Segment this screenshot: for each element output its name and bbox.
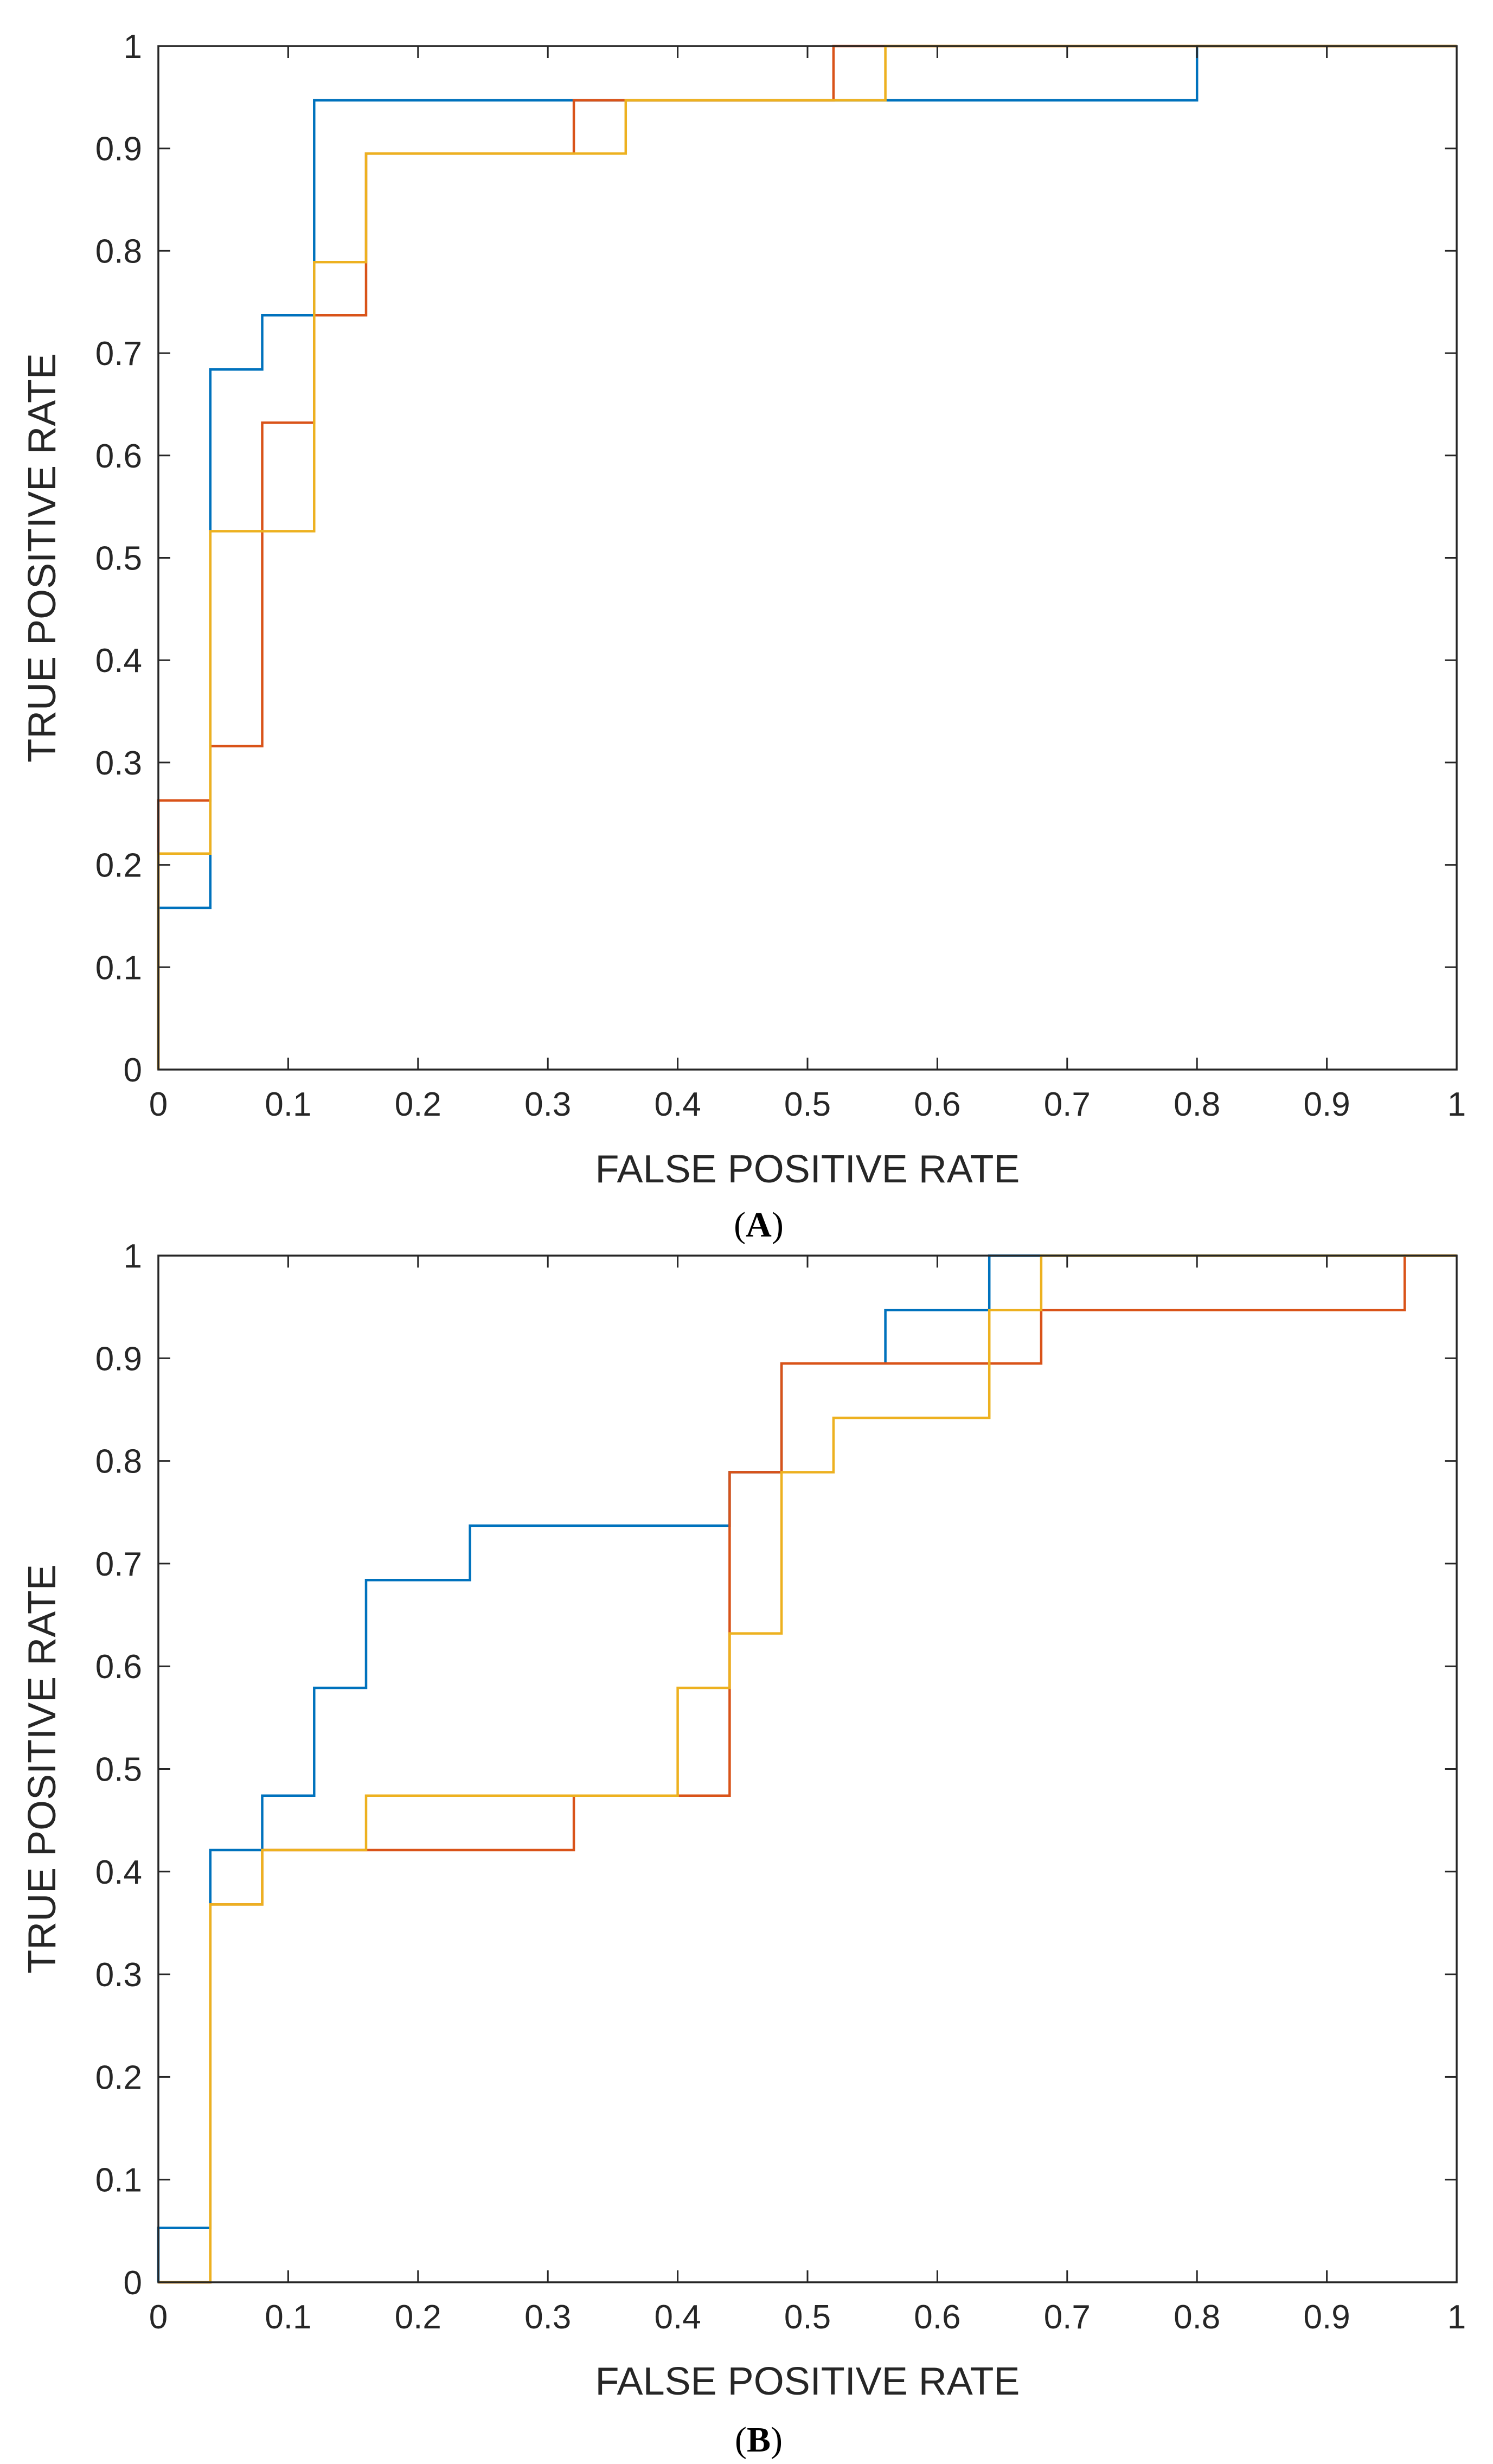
- x-tick-label: 0.4: [654, 2299, 701, 2336]
- x-tick-label: 0.2: [395, 1086, 441, 1123]
- x-tick-label: 0: [149, 1086, 168, 1123]
- x-tick-label: 0.7: [1044, 1086, 1091, 1123]
- y-tick-label: 1: [124, 1238, 142, 1275]
- y-tick-label: 0.6: [95, 1648, 142, 1686]
- x-tick-label: 0.7: [1044, 2299, 1091, 2336]
- x-tick-label: 0.8: [1174, 1086, 1220, 1123]
- x-tick-label: 0.1: [265, 2299, 311, 2336]
- x-tick-label: 0.6: [914, 2299, 960, 2336]
- y-tick-label: 0.7: [95, 1546, 142, 1583]
- y-tick-label: 0: [124, 2264, 142, 2302]
- y-tick-label: 0.8: [95, 1443, 142, 1481]
- y-tick-label: 0.2: [95, 2059, 142, 2096]
- x-tick-label: 0.2: [395, 2299, 441, 2336]
- roc-chart-panel-a: 0 0.1 0.2 0.3 0.4 0.5 0.6 0.7 0.8 0.9 1 0 0.1 0.2 0.3 0…: [21, 28, 1466, 1245]
- roc-curve-3: [157, 44, 1457, 1070]
- y-tick-label: 0.5: [95, 1751, 142, 1789]
- y-tick-label: 0.6: [95, 438, 142, 475]
- y-tick-label: 0.1: [95, 949, 142, 987]
- y-tick-label: 0.4: [95, 1854, 142, 1891]
- roc-curve-1: [157, 44, 1457, 1070]
- y-tick-label: 0.4: [95, 642, 142, 680]
- x-tick-label: 0.4: [654, 1086, 701, 1123]
- y-tick-label: 0.8: [95, 233, 142, 270]
- x-axis-label: FALSE POSITIVE RATE: [595, 1148, 1020, 1191]
- x-tick-label: 0.5: [784, 1086, 831, 1123]
- x-tick-label: 0.3: [524, 1086, 571, 1123]
- y-axis-label: TRUE POSITIVE RATE: [21, 1564, 64, 1974]
- y-tick-label: 0.7: [95, 335, 142, 373]
- x-tick-label: 0.1: [265, 1086, 311, 1123]
- y-tick-label: 0.3: [95, 745, 142, 782]
- y-tick-label: 0.9: [95, 1340, 142, 1378]
- y-tick-label: 0.5: [95, 540, 142, 578]
- x-tick-label: 0.3: [524, 2299, 571, 2336]
- y-tick-label: 0.1: [95, 2162, 142, 2199]
- roc-curve-1: [157, 1254, 1457, 2282]
- x-tick-label: 0.6: [914, 1086, 960, 1123]
- y-tick-label: 0: [124, 1052, 142, 1089]
- roc-curve-3: [158, 1254, 1457, 2284]
- x-axis-label: FALSE POSITIVE RATE: [595, 2360, 1020, 2403]
- y-tick-label: 0.9: [95, 131, 142, 168]
- panel-label: (B): [735, 2420, 783, 2460]
- x-tick-label: 0.9: [1303, 2299, 1350, 2336]
- roc-chart-panel-b: 0 0.1 0.2 0.3 0.4 0.5 0.6 0.7 0.8 0.9 1 0 0.1 0.2 0.3 0…: [21, 1238, 1466, 2460]
- panel-label: (A): [734, 1205, 784, 1245]
- x-tick-label: 1: [1447, 2299, 1466, 2336]
- x-tick-label: 0.9: [1303, 1086, 1350, 1123]
- x-tick-label: 0.5: [784, 2299, 831, 2336]
- x-tick-label: 0: [149, 2299, 168, 2336]
- y-tick-label: 0.3: [95, 1956, 142, 1994]
- y-tick-label: 0.2: [95, 847, 142, 885]
- x-tick-label: 0.8: [1174, 2299, 1220, 2336]
- x-tick-label: 1: [1447, 1086, 1466, 1123]
- y-tick-label: 1: [124, 28, 142, 66]
- y-axis-label: TRUE POSITIVE RATE: [21, 353, 64, 763]
